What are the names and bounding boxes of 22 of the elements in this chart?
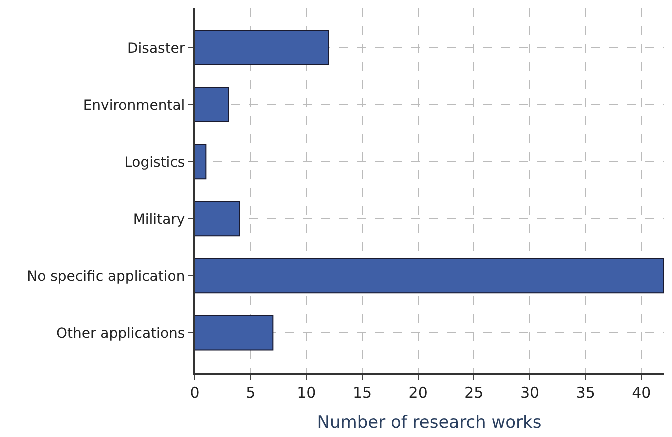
bar [195, 144, 207, 180]
x-tick-label: 10 [297, 384, 316, 402]
x-axis-title: Number of research works [317, 412, 542, 433]
y-tick-label: Disaster [127, 40, 186, 57]
x-tick-label: 0 [190, 384, 200, 402]
x-tick-label: 20 [408, 384, 428, 402]
bar [195, 87, 229, 123]
y-tick-label: Other applications [56, 326, 186, 342]
x-tick-label: 25 [464, 384, 484, 402]
bar [195, 201, 240, 237]
x-tick-label: 35 [576, 384, 596, 402]
x-tick-label: 30 [520, 384, 540, 402]
bar [195, 30, 330, 66]
x-tick-label: 40 [632, 384, 652, 402]
y-tick-label: Military [133, 212, 186, 228]
bar [195, 258, 664, 294]
y-tick-label: No specific application [27, 268, 186, 285]
x-tick-label: 15 [352, 384, 372, 402]
bar [195, 315, 274, 351]
x-tick-label: 5 [246, 384, 256, 402]
y-tick-label: Logistics [124, 154, 186, 171]
y-tick-label: Environmental [83, 98, 186, 114]
